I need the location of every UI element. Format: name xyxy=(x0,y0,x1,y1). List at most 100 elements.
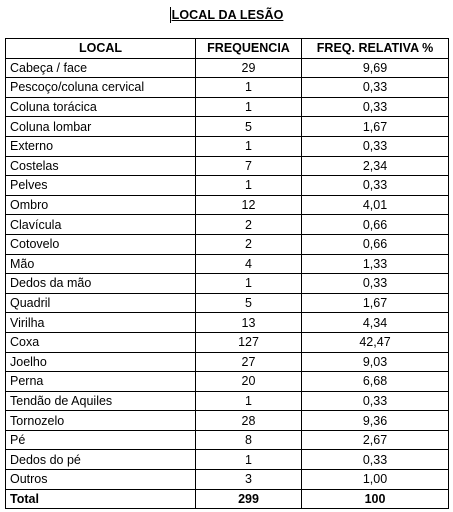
table-row: Pé 8 2,67 xyxy=(5,429,449,451)
table-row: Pelves 1 0,33 xyxy=(5,175,449,196)
cell-frequencia: 1 xyxy=(195,449,302,471)
cell-freq-relativa: 9,36 xyxy=(301,410,449,431)
cell-local: Mão xyxy=(5,253,196,275)
cell-local: Externo xyxy=(5,135,196,157)
table-header-row: LOCAL FREQUENCIA FREQ. RELATIVA % xyxy=(5,38,449,59)
cell-local: Outros xyxy=(5,469,196,490)
cell-local: Coluna torácica xyxy=(5,96,196,118)
cell-frequencia: 7 xyxy=(195,155,302,177)
cell-freq-relativa: 4,34 xyxy=(301,312,449,333)
cell-local: Tendão de Aquiles xyxy=(5,390,196,412)
cell-frequencia: 3 xyxy=(195,469,302,490)
cell-local: Costelas xyxy=(5,155,196,177)
cell-frequencia: 4 xyxy=(195,253,302,275)
cell-freq-relativa: 0,66 xyxy=(301,214,449,235)
column-header-local: LOCAL xyxy=(5,38,196,59)
cell-local: Perna xyxy=(5,371,196,392)
total-freq-relativa: 100 xyxy=(301,488,449,510)
column-header-frequencia: FREQUENCIA xyxy=(195,38,302,59)
table-row: Tornozelo 28 9,36 xyxy=(5,410,449,431)
cell-freq-relativa: 6,68 xyxy=(301,371,449,392)
cell-frequencia: 1 xyxy=(195,175,302,196)
cell-local: Pé xyxy=(5,429,196,451)
cell-local: Pelves xyxy=(5,175,196,196)
table-row: Joelho 27 9,03 xyxy=(5,351,449,373)
cell-frequencia: 1 xyxy=(195,96,302,118)
table-row: Coluna torácica 1 0,33 xyxy=(5,96,449,118)
cell-freq-relativa: 1,33 xyxy=(301,253,449,275)
cell-freq-relativa: 42,47 xyxy=(301,331,449,353)
table-row: Coxa 127 42,47 xyxy=(5,331,449,353)
cell-frequencia: 5 xyxy=(195,292,302,314)
cell-freq-relativa: 0,66 xyxy=(301,233,449,255)
table-row: Virilha 13 4,34 xyxy=(5,312,449,333)
table-body: Cabeça / face 29 9,69 Pescoço/coluna cervic… xyxy=(5,57,449,510)
table-row: Mão 4 1,33 xyxy=(5,253,449,275)
cell-frequencia: 2 xyxy=(195,214,302,235)
cell-local: Cabeça / face xyxy=(5,57,196,79)
cell-freq-relativa: 9,69 xyxy=(301,57,449,79)
cell-frequencia: 12 xyxy=(195,194,302,216)
cell-freq-relativa: 4,01 xyxy=(301,194,449,216)
cell-freq-relativa: 0,33 xyxy=(301,449,449,471)
frequency-table: LOCAL FREQUENCIA FREQ. RELATIVA % Cabeça… xyxy=(5,38,449,510)
table-row: Ombro 12 4,01 xyxy=(5,194,449,216)
cell-freq-relativa: 0,33 xyxy=(301,135,449,157)
cell-local: Ombro xyxy=(5,194,196,216)
cell-freq-relativa: 1,67 xyxy=(301,292,449,314)
table-row: Coluna lombar 5 1,67 xyxy=(5,116,449,137)
cell-frequencia: 20 xyxy=(195,371,302,392)
cell-freq-relativa: 2,67 xyxy=(301,429,449,451)
table-row: Dedos da mão 1 0,33 xyxy=(5,273,449,294)
table-row: Tendão de Aquiles 1 0,33 xyxy=(5,390,449,412)
table-row: Dedos do pé 1 0,33 xyxy=(5,449,449,471)
cell-frequencia: 1 xyxy=(195,273,302,294)
cell-freq-relativa: 0,33 xyxy=(301,273,449,294)
cell-local: Tornozelo xyxy=(5,410,196,431)
cell-local: Clavícula xyxy=(5,214,196,235)
cell-local: Dedos do pé xyxy=(5,449,196,471)
cell-frequencia: 27 xyxy=(195,351,302,373)
cell-freq-relativa: 0,33 xyxy=(301,175,449,196)
cell-freq-relativa: 1,67 xyxy=(301,116,449,137)
title-container: LOCAL DA LESÃO xyxy=(0,6,453,24)
cell-freq-relativa: 9,03 xyxy=(301,351,449,373)
cell-local: Pescoço/coluna cervical xyxy=(5,77,196,98)
cell-frequencia: 1 xyxy=(195,390,302,412)
column-header-freq-relativa: FREQ. RELATIVA % xyxy=(301,38,449,59)
document-title: LOCAL DA LESÃO xyxy=(169,7,284,23)
cell-frequencia: 1 xyxy=(195,77,302,98)
table-total-row: Total 299 100 xyxy=(5,488,449,510)
cell-local: Dedos da mão xyxy=(5,273,196,294)
cell-freq-relativa: 0,33 xyxy=(301,390,449,412)
table-row: Quadril 5 1,67 xyxy=(5,292,449,314)
table-row: Pescoço/coluna cervical 1 0,33 xyxy=(5,77,449,98)
total-label: Total xyxy=(5,488,196,510)
cell-frequencia: 127 xyxy=(195,331,302,353)
table-row: Cabeça / face 29 9,69 xyxy=(5,57,449,79)
cell-frequencia: 28 xyxy=(195,410,302,431)
cell-local: Quadril xyxy=(5,292,196,314)
table-row: Costelas 7 2,34 xyxy=(5,155,449,177)
cell-local: Coluna lombar xyxy=(5,116,196,137)
cell-frequencia: 8 xyxy=(195,429,302,451)
cell-frequencia: 1 xyxy=(195,135,302,157)
cell-freq-relativa: 0,33 xyxy=(301,96,449,118)
total-frequencia: 299 xyxy=(195,488,302,510)
table-row: Externo 1 0,33 xyxy=(5,135,449,157)
cell-freq-relativa: 0,33 xyxy=(301,77,449,98)
cell-local: Virilha xyxy=(5,312,196,333)
cell-frequencia: 5 xyxy=(195,116,302,137)
cell-local: Cotovelo xyxy=(5,233,196,255)
cell-frequencia: 2 xyxy=(195,233,302,255)
cell-freq-relativa: 2,34 xyxy=(301,155,449,177)
table-row: Outros 3 1,00 xyxy=(5,469,449,490)
table-row: Perna 20 6,68 xyxy=(5,371,449,392)
cell-local: Coxa xyxy=(5,331,196,353)
cell-local: Joelho xyxy=(5,351,196,373)
cell-frequencia: 29 xyxy=(195,57,302,79)
table-row: Cotovelo 2 0,66 xyxy=(5,233,449,255)
cell-frequencia: 13 xyxy=(195,312,302,333)
table-row: Clavícula 2 0,66 xyxy=(5,214,449,235)
cell-freq-relativa: 1,00 xyxy=(301,469,449,490)
